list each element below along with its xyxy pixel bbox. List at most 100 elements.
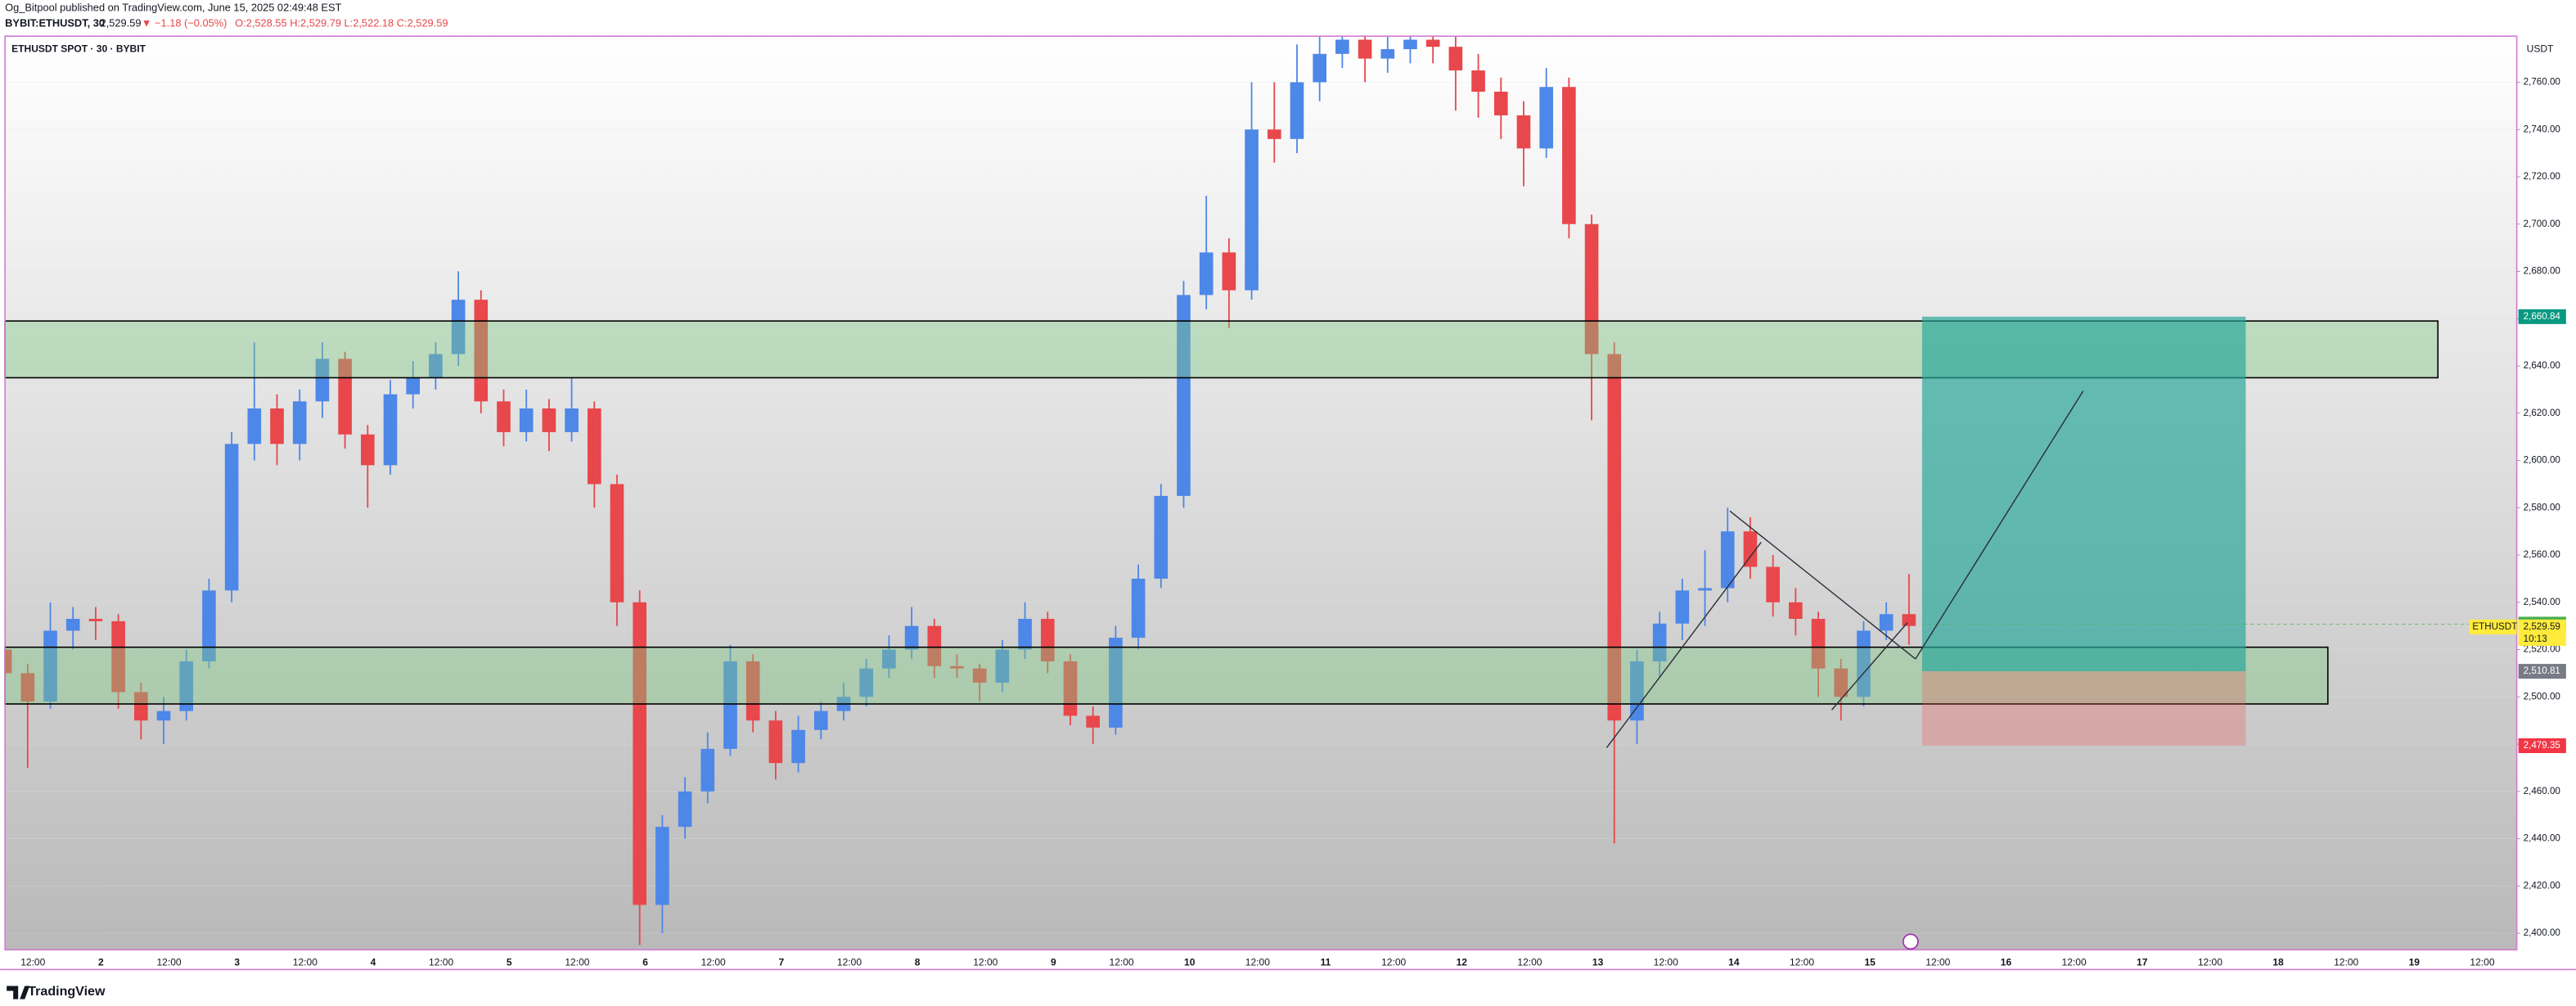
candle-body: [995, 649, 1010, 683]
candle-body: [1199, 252, 1214, 295]
candle-body: [1879, 614, 1894, 631]
symbol-tag: [2469, 619, 2517, 634]
y-unit: USDT: [2527, 43, 2554, 54]
candle-body: [1109, 638, 1123, 728]
candle-body: [633, 602, 647, 905]
x-tick-label: 9: [1051, 957, 1056, 968]
x-tick-label: 16: [2001, 957, 2012, 968]
candle-body: [1562, 87, 1576, 224]
price-tag: [2518, 664, 2566, 679]
candle-body: [927, 625, 942, 666]
candle-body: [383, 394, 398, 466]
price: 2,529.59: [101, 16, 142, 29]
author-line: Og_Bitpool published on TradingView.com,…: [5, 1, 341, 13]
x-tick-label: 12:00: [1245, 957, 1270, 968]
y-tick-label: 2,440.00: [2524, 833, 2561, 844]
x-tick-label: 10: [1184, 957, 1196, 968]
x-tick-label: 12:00: [2198, 957, 2222, 968]
x-tick-label: 12:00: [156, 957, 181, 968]
x-tick-label: 12:00: [20, 957, 45, 968]
candle-body: [179, 661, 194, 711]
brand: TradingView: [7, 984, 106, 999]
candle-body: [1630, 661, 1644, 721]
candle-body: [1789, 602, 1803, 620]
candle-body: [1063, 661, 1078, 716]
candle-body: [1607, 354, 1622, 721]
x-tick-label: 18: [2272, 957, 2284, 968]
candle-body: [1086, 715, 1100, 728]
candle-body: [406, 377, 421, 395]
y-tick-label: 2,720.00: [2524, 171, 2561, 182]
event-icon[interactable]: [1903, 933, 1919, 950]
x-tick-label: 3: [234, 957, 240, 968]
candle-body: [1766, 566, 1780, 602]
brand-logo: [7, 986, 30, 999]
candle-body: [972, 668, 987, 683]
trend-line: [1729, 510, 1916, 660]
candle-body: [429, 354, 443, 378]
x-tick-label: 12:00: [1110, 957, 1134, 968]
candle-body: [1902, 614, 1916, 626]
candle-body: [1245, 129, 1259, 291]
x-tick-label: 12:00: [1790, 957, 1814, 968]
candle-body: [88, 619, 103, 621]
trend-line: [1831, 622, 1908, 711]
trend-line: [1605, 542, 1762, 748]
x-tick-label: 2: [98, 957, 104, 968]
x-tick-label: 12:00: [1517, 957, 1542, 968]
y-tick-label: 2,460.00: [2524, 786, 2561, 796]
y-tick-label: 2,560.00: [2524, 549, 2561, 560]
candle-body: [1743, 531, 1758, 567]
x-tick-label: 13: [1592, 957, 1604, 968]
candle-body: [65, 619, 80, 631]
candle-body: [519, 408, 534, 432]
candle-body: [1358, 39, 1372, 59]
chart-title: ETHUSDT SPOT · 30 · BYBIT: [11, 43, 146, 54]
y-tick-label: 2,680.00: [2524, 266, 2561, 277]
candle-body: [565, 408, 579, 432]
candle-body: [1425, 39, 1440, 47]
x-tick-label: 19: [2409, 957, 2421, 968]
candle-body: [20, 673, 35, 702]
candle-body: [1313, 53, 1326, 83]
candle-body: [1720, 531, 1735, 589]
overlay: [4, 316, 2517, 746]
candle-body: [1154, 495, 1169, 579]
candle-body: [587, 408, 601, 485]
candle-body: [1177, 295, 1191, 496]
x-tick-label: 12:00: [2062, 957, 2087, 968]
y-tick-label: 2,520.00: [2524, 644, 2561, 655]
projection-line: [1915, 390, 2084, 660]
candle-body: [497, 401, 511, 432]
candle-body: [315, 359, 330, 402]
candle-body: [451, 300, 466, 354]
y-tick-label: 2,600.00: [2524, 455, 2561, 466]
candle-body: [1652, 623, 1667, 662]
brand-name: TradingView: [28, 984, 106, 999]
candle-body: [202, 590, 216, 662]
y-tick-label: 2,540.00: [2524, 597, 2561, 607]
candle-body: [270, 408, 284, 444]
price-tag: [2518, 738, 2566, 754]
candle-body: [474, 300, 489, 402]
candle-body: [292, 401, 307, 444]
change: ▼ −1.18 (−0.05%): [142, 16, 227, 29]
candle-body: [1539, 87, 1553, 149]
x-tick-label: 12:00: [837, 957, 862, 968]
candle-body: [542, 408, 556, 432]
candle-body: [111, 620, 125, 692]
candle-body: [224, 444, 239, 591]
loss-area: [1921, 671, 2246, 746]
x-tick-label: 8: [915, 957, 921, 968]
candle-body: [1267, 129, 1281, 139]
x-tick-label: 12:00: [1654, 957, 1678, 968]
x-tick-label: 5: [507, 957, 512, 968]
candle-body: [1675, 590, 1690, 624]
candle-body: [134, 692, 148, 721]
x-tick-label: 6: [642, 957, 648, 968]
price-tag-label: 2,660.84: [2524, 311, 2561, 322]
last-price-label: 2,529.59: [2524, 621, 2560, 632]
candle-body: [791, 729, 805, 764]
symbol: BYBIT:ETHUSDT, 30: [5, 16, 105, 29]
